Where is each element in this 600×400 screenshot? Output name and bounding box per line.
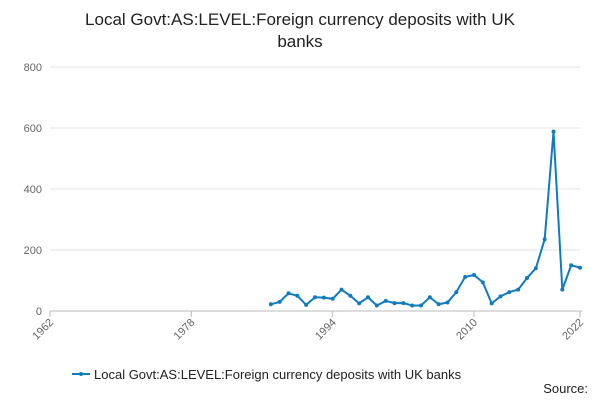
point	[560, 287, 565, 292]
point	[551, 129, 556, 134]
x-tick-label: 2022	[560, 317, 586, 343]
point	[454, 290, 459, 295]
y-tick-label: 200	[24, 245, 42, 257]
point	[410, 303, 415, 308]
point	[463, 274, 468, 279]
point	[578, 265, 582, 270]
x-tick-label: 1994	[313, 317, 339, 343]
y-tick-label: 0	[36, 306, 42, 318]
point	[533, 266, 538, 271]
point	[383, 298, 388, 303]
point	[419, 303, 423, 308]
point	[480, 280, 485, 285]
point	[348, 293, 353, 298]
point	[339, 287, 344, 292]
legend-swatch	[79, 372, 83, 376]
x-tick-label: 1962	[30, 317, 56, 343]
point	[427, 295, 432, 300]
y-tick-label: 400	[24, 184, 42, 196]
point	[516, 287, 521, 292]
x-tick-label: 2010	[454, 317, 480, 343]
chart-title: banks	[277, 32, 322, 51]
point	[366, 295, 370, 300]
point	[525, 276, 529, 281]
chart-title: Local Govt:AS:LEVEL:Foreign currency dep…	[85, 10, 516, 29]
point	[304, 302, 309, 307]
point	[542, 237, 547, 242]
point	[357, 301, 362, 306]
point	[507, 290, 512, 295]
point	[445, 300, 450, 305]
point	[268, 302, 273, 307]
legend-label: Local Govt:AS:LEVEL:Foreign currency dep…	[94, 367, 462, 382]
point	[489, 301, 494, 306]
point	[277, 299, 282, 304]
point	[472, 273, 476, 278]
y-tick-label: 600	[24, 123, 42, 135]
point	[401, 301, 406, 306]
source: Source:	[543, 381, 588, 396]
point	[313, 295, 317, 300]
point	[374, 303, 379, 308]
y-tick-label: 800	[24, 62, 42, 74]
point	[330, 296, 335, 301]
x-tick-label: 1978	[172, 317, 198, 343]
line	[270, 131, 581, 307]
point	[295, 293, 300, 298]
point	[392, 301, 397, 306]
point	[569, 263, 574, 268]
point	[321, 295, 326, 300]
point	[498, 294, 503, 299]
point	[286, 291, 291, 296]
point	[436, 302, 441, 307]
